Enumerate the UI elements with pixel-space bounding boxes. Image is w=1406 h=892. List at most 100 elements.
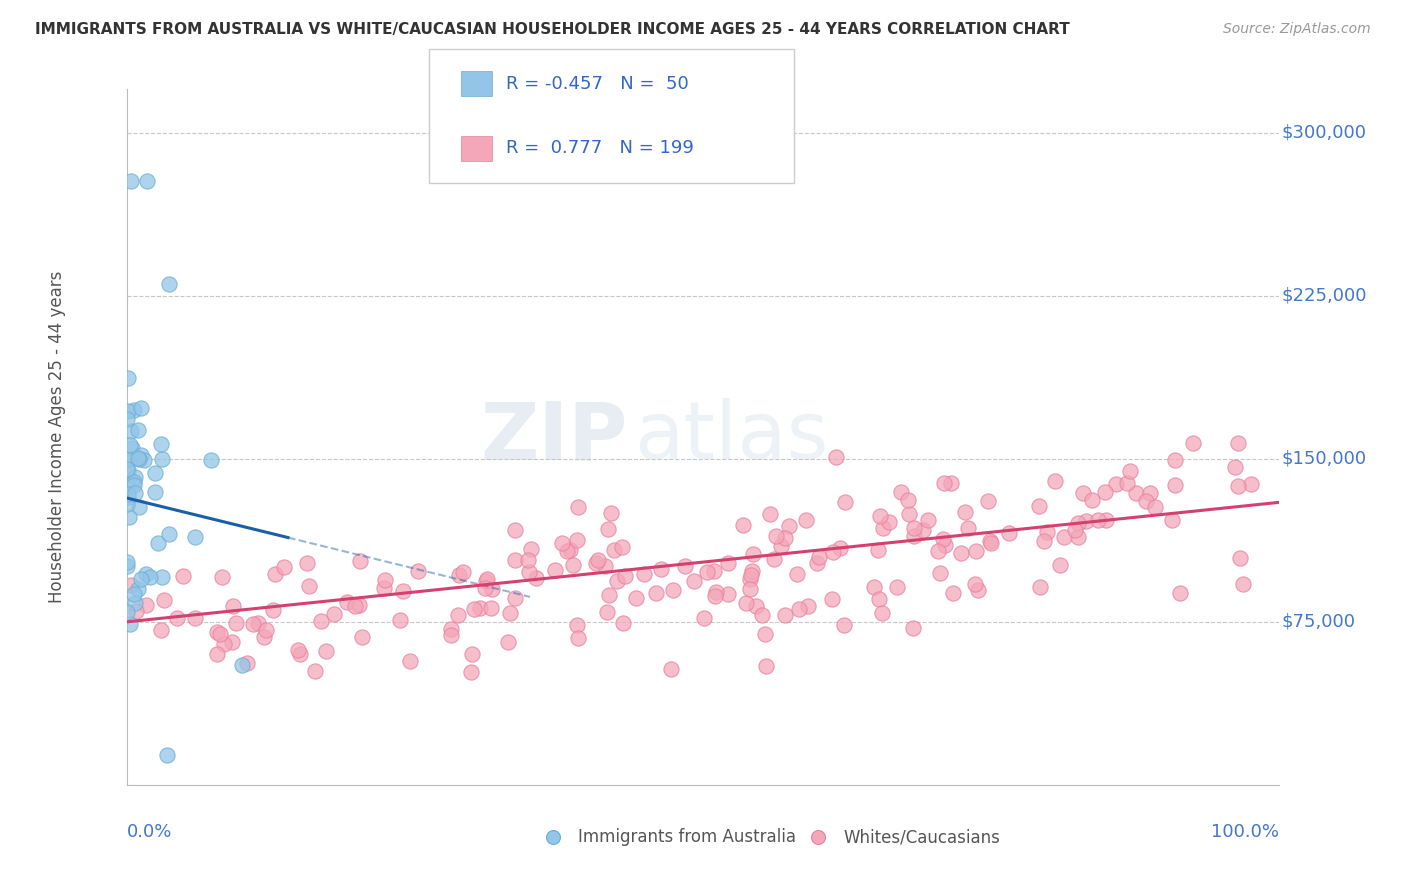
Point xyxy=(1163,477,1185,491)
Point xyxy=(451,566,474,580)
Point xyxy=(295,557,318,571)
Point xyxy=(132,452,155,467)
Point xyxy=(965,543,987,558)
Point xyxy=(115,605,138,619)
Point xyxy=(932,533,955,547)
Point xyxy=(520,542,543,557)
Point xyxy=(127,451,149,466)
Point xyxy=(659,663,682,677)
Point xyxy=(440,628,463,642)
Point xyxy=(693,610,716,624)
Point xyxy=(934,476,956,491)
Point xyxy=(1064,523,1087,537)
Point xyxy=(129,572,152,586)
Point xyxy=(769,539,792,553)
Point xyxy=(481,582,503,596)
Point xyxy=(1119,464,1142,478)
Point xyxy=(613,569,636,583)
Point xyxy=(1094,485,1116,500)
Point xyxy=(1160,513,1182,527)
Text: IMMIGRANTS FROM AUSTRALIA VS WHITE/CAUCASIAN HOUSEHOLDER INCOME AGES 25 - 44 YEA: IMMIGRANTS FROM AUSTRALIA VS WHITE/CAUCA… xyxy=(35,22,1070,37)
Point xyxy=(211,570,233,584)
Point xyxy=(567,500,589,514)
Text: Householder Income Ages 25 - 44 years: Householder Income Ages 25 - 44 years xyxy=(48,271,66,603)
Point xyxy=(352,630,374,644)
Point xyxy=(388,613,411,627)
Point xyxy=(122,587,145,601)
Point xyxy=(136,173,159,187)
Point xyxy=(1229,551,1251,566)
Point xyxy=(598,522,620,536)
Point xyxy=(544,563,567,577)
Point xyxy=(157,527,180,541)
Point xyxy=(184,530,207,544)
Text: Immigrants from Australia: Immigrants from Australia xyxy=(578,828,796,847)
Point xyxy=(474,581,496,595)
Point xyxy=(872,521,894,535)
Point xyxy=(254,624,277,638)
Point xyxy=(157,277,180,291)
Point xyxy=(115,451,138,466)
Point xyxy=(117,491,139,505)
Point xyxy=(516,553,538,567)
Point xyxy=(917,513,939,527)
Point xyxy=(934,538,956,552)
Point xyxy=(662,582,685,597)
Point xyxy=(373,581,395,595)
Point xyxy=(475,574,498,589)
Point xyxy=(225,616,247,631)
Point xyxy=(1081,492,1104,507)
Point xyxy=(1094,513,1116,527)
Point xyxy=(208,627,231,641)
Point xyxy=(322,607,344,621)
Point xyxy=(755,659,778,673)
Point xyxy=(808,550,831,565)
Point xyxy=(1049,558,1071,572)
Point xyxy=(408,564,430,578)
Point xyxy=(122,478,145,492)
Point xyxy=(890,484,912,499)
Point xyxy=(555,544,578,558)
Point xyxy=(949,546,972,560)
Point xyxy=(463,601,485,615)
Point xyxy=(741,564,763,578)
Text: 0.0%: 0.0% xyxy=(127,823,172,841)
Point xyxy=(897,507,920,521)
Point xyxy=(773,607,796,622)
Point xyxy=(374,573,396,587)
Point xyxy=(343,599,366,613)
Point xyxy=(738,572,761,586)
Point xyxy=(347,598,370,612)
Point xyxy=(124,475,146,490)
Point xyxy=(298,579,321,593)
Point xyxy=(117,486,139,500)
Point xyxy=(683,574,706,588)
Point xyxy=(696,565,718,579)
Point xyxy=(1116,476,1139,491)
Point xyxy=(115,497,138,511)
Point xyxy=(704,585,727,599)
Point xyxy=(703,564,725,578)
Point xyxy=(128,500,150,515)
Text: $225,000: $225,000 xyxy=(1282,286,1367,305)
Point xyxy=(115,555,138,569)
Point xyxy=(1105,476,1128,491)
Point xyxy=(794,512,817,526)
Point xyxy=(117,461,139,475)
Point xyxy=(731,517,754,532)
Point xyxy=(821,545,844,559)
Point xyxy=(120,617,142,632)
Point xyxy=(868,592,890,607)
Point xyxy=(290,648,312,662)
Point xyxy=(1028,580,1050,594)
Point xyxy=(1226,436,1249,450)
Point xyxy=(138,569,160,583)
Point xyxy=(503,553,526,567)
Text: $150,000: $150,000 xyxy=(1282,450,1367,467)
Point xyxy=(998,526,1021,541)
Point xyxy=(1028,499,1050,513)
Point xyxy=(1076,515,1098,529)
Point xyxy=(242,617,264,632)
Point xyxy=(115,412,138,426)
Point xyxy=(127,423,149,437)
